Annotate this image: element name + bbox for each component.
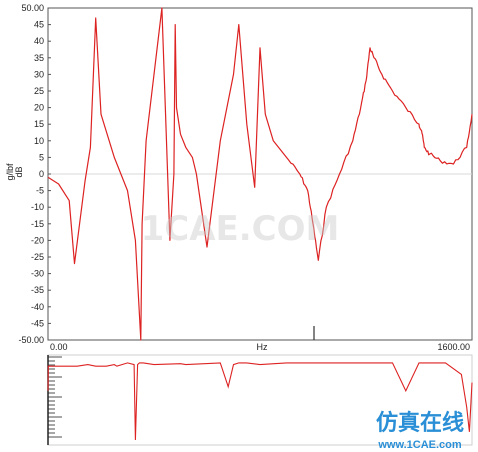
- overview-tick-marks: [48, 356, 62, 438]
- y-tick-marks: [48, 7, 51, 341]
- y-tick-labels: 50.00 45 40 35 30 25 20 15 10 5 0 -5 -10 -15 -20 -25 -30…: [18, 3, 44, 345]
- main-plot: 50.00 45 40 35 30 25 20 15 10 5 0 -5 -10 -15 -20 -25 -30…: [5, 3, 473, 352]
- y-tick-label: -5: [36, 186, 44, 196]
- y-tick-label: 10: [34, 136, 44, 146]
- y-axis-label-db: dB: [14, 166, 24, 177]
- y-tick-label: -15: [31, 219, 44, 229]
- frf-series-line: [47, 7, 473, 341]
- x-tick-start: 0.00: [50, 342, 68, 352]
- y-tick-label: 20: [34, 103, 44, 113]
- y-tick-label: 45: [34, 20, 44, 30]
- y-tick-label: 25: [34, 86, 44, 96]
- watermark-cn: 仿真在线: [376, 410, 464, 436]
- y-tick-label: 0: [39, 169, 44, 179]
- y-tick-label: 5: [39, 152, 44, 162]
- overview-plot: [47, 354, 473, 446]
- y-tick-label: -25: [31, 252, 44, 262]
- y-axis-label-unit: g/lbf: [5, 163, 15, 181]
- y-tick-label: 50.00: [21, 3, 44, 13]
- y-tick-label: -40: [31, 302, 44, 312]
- x-tick-end: 1600.00: [437, 342, 470, 352]
- y-tick-label: -20: [31, 235, 44, 245]
- y-tick-label: -35: [31, 285, 44, 295]
- y-tick-label: 35: [34, 53, 44, 63]
- x-axis-label: Hz: [257, 342, 268, 352]
- y-tick-label: -50.00: [18, 335, 44, 345]
- y-tick-label: -45: [31, 318, 44, 328]
- y-tick-label: 40: [34, 36, 44, 46]
- y-tick-label: 30: [34, 69, 44, 79]
- watermark-url: www.1CAE.com: [377, 439, 462, 451]
- overview-frame: [47, 354, 473, 446]
- y-tick-label: -10: [31, 202, 44, 212]
- y-tick-label: -30: [31, 269, 44, 279]
- y-tick-label: 15: [34, 119, 44, 129]
- watermark-main: 1CAE.COM: [141, 209, 340, 249]
- overview-series-line: [47, 362, 473, 441]
